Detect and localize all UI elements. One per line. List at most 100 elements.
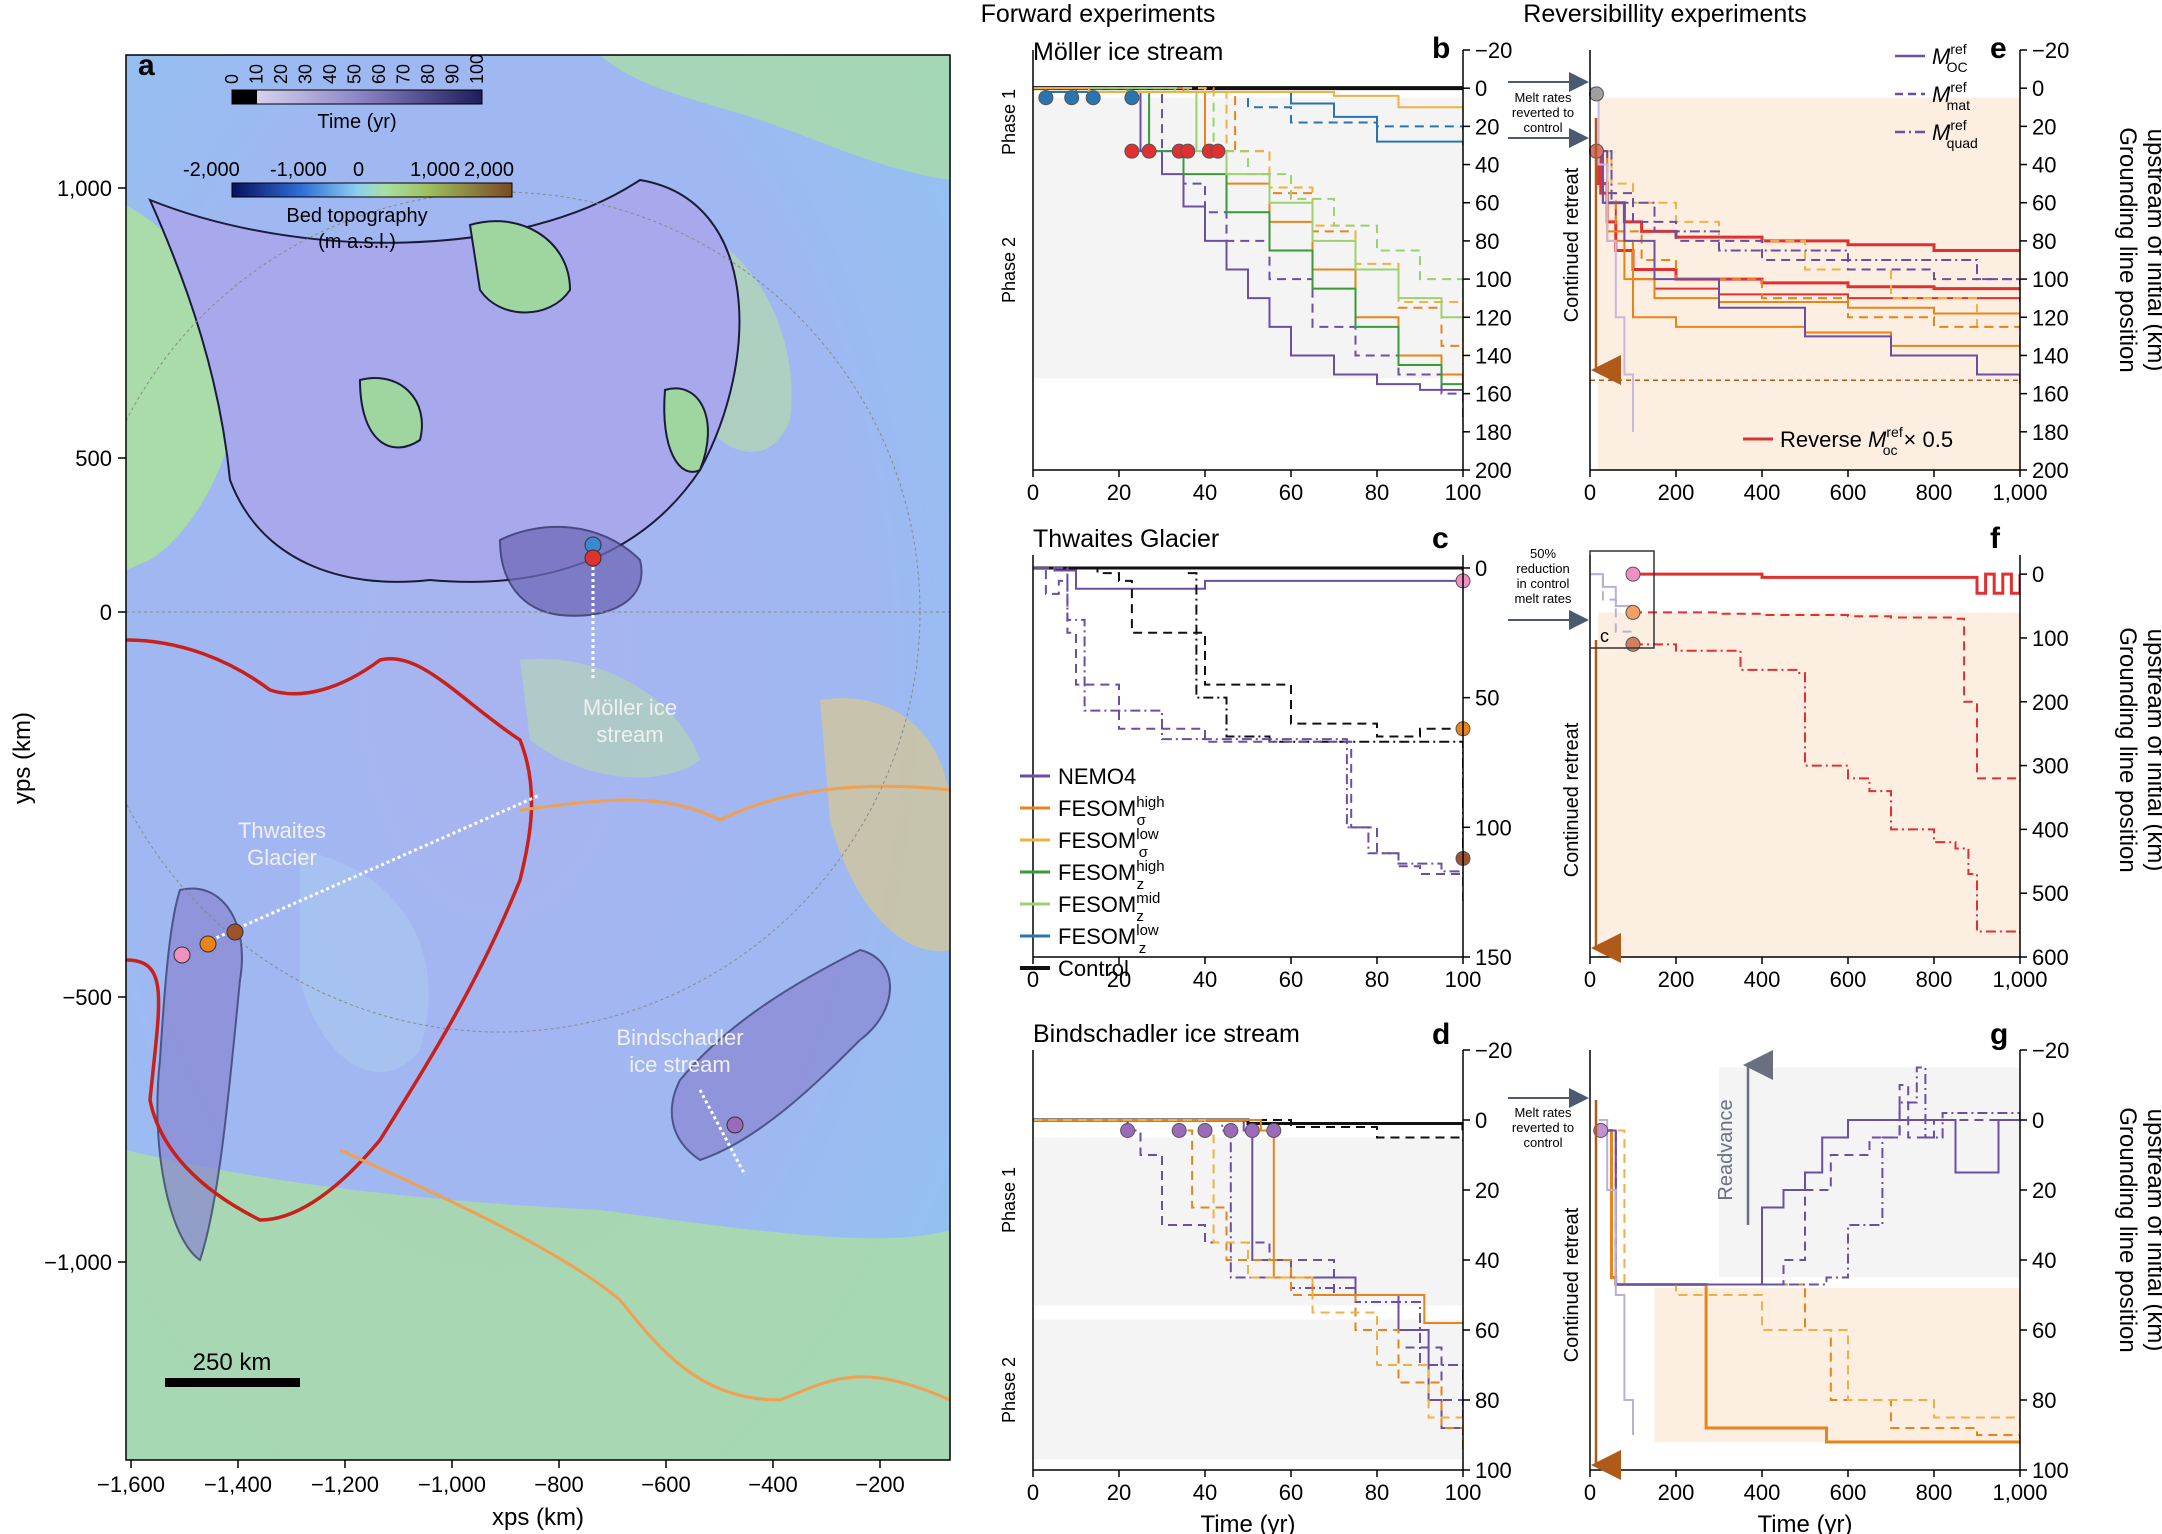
series-line-nemo4 bbox=[1033, 1119, 1463, 1442]
y-tick-label: 400 bbox=[2032, 817, 2069, 842]
right-axis-label-f-2: upstream of initial (km) bbox=[2142, 629, 2162, 872]
moller-retreat-zone bbox=[498, 525, 643, 617]
moller-marker-red bbox=[584, 549, 602, 567]
y-tick-label: 180 bbox=[2032, 420, 2069, 445]
thwaites-marker-pink bbox=[173, 946, 191, 964]
ice-rise-1 bbox=[468, 220, 572, 314]
time-colorbar-tick: 100 bbox=[467, 54, 487, 84]
series-line-nemo4 bbox=[1590, 150, 2020, 385]
bed-colorbar-bar bbox=[231, 182, 513, 198]
inset-box-f bbox=[1589, 550, 1655, 649]
label-moller-1: Möller ice bbox=[583, 695, 677, 720]
bed-colorbar: -2,000 -1,000 0 1,000 2,000 Bed topograp… bbox=[183, 159, 514, 253]
x-axis-label: Time (yr) bbox=[1757, 1511, 1852, 1534]
land-top-right bbox=[600, 55, 950, 180]
map-ytick-label: 0 bbox=[100, 600, 112, 625]
series-line-fesom_z_mid bbox=[1590, 87, 1634, 432]
x-tick-label: 200 bbox=[1658, 967, 1695, 992]
series-group bbox=[1590, 87, 2020, 432]
bed-tick-4: 2,000 bbox=[464, 159, 514, 181]
continued-retreat-f: Continued retreat bbox=[1561, 722, 1583, 877]
y-tick-label: 60 bbox=[2032, 191, 2056, 216]
x-tick-label: 0 bbox=[1027, 1480, 1039, 1505]
time-colorbar-label: Time (yr) bbox=[317, 111, 396, 133]
y-tick-label: 0 bbox=[1475, 556, 1487, 581]
map-xtick-label: −200 bbox=[855, 1472, 905, 1497]
series-line-nemo4 bbox=[1033, 566, 1463, 906]
series-marker bbox=[1588, 86, 1604, 102]
y-tick-label: 160 bbox=[2032, 382, 2069, 407]
series-group bbox=[1590, 572, 2020, 935]
x-tick-label: 80 bbox=[1365, 480, 1389, 505]
retreat-band bbox=[1598, 612, 2020, 957]
x-tick-label: 0 bbox=[1027, 967, 1039, 992]
y-tick-label: 150 bbox=[1475, 945, 1512, 970]
reduction-3: in control bbox=[1517, 576, 1570, 591]
map-xtick-label: −600 bbox=[641, 1472, 691, 1497]
land-right bbox=[820, 698, 950, 952]
phase2-d: Phase 2 bbox=[999, 1357, 1019, 1423]
phase-band-1 bbox=[1033, 1137, 1463, 1306]
panel-letter-c: c bbox=[1432, 522, 1449, 555]
series-line-fesom_z_high bbox=[1033, 87, 1463, 394]
panel-letter-b: b bbox=[1432, 32, 1450, 65]
map-xlabel: xps (km) bbox=[492, 1504, 584, 1531]
series-marker bbox=[1180, 143, 1196, 159]
legend-fesom-sigma-low: FESOMlow σ bbox=[1058, 826, 1159, 861]
x-tick-label: 800 bbox=[1916, 480, 1953, 505]
graticule-circle bbox=[126, 191, 921, 1033]
series-line-fesom_z_mid bbox=[1033, 87, 1463, 302]
x-tick-label: 0 bbox=[1584, 1480, 1596, 1505]
map-xtick-label: −1,000 bbox=[418, 1472, 486, 1497]
panel-e: 0 200 400 600 800 1,000 −20 0 20 40 60 80 100 120 140 1… bbox=[1584, 32, 2069, 505]
series-line-fesom_sigma_high bbox=[1033, 1119, 1463, 1453]
panel-f: 0 200 400 600 800 1,000 0 100 200 300 400 500 600 f bbox=[1584, 522, 2069, 992]
label-thwaites-2: Glacier bbox=[247, 845, 317, 870]
y-tick-label: 160 bbox=[1475, 382, 1512, 407]
panel-d: 0 20 40 60 80 100 −20 0 20 40 60 80 100 Bindschadler … bbox=[1027, 1018, 1512, 1534]
legend-control: Control bbox=[1058, 956, 1129, 981]
phase-band-2 bbox=[1033, 155, 1463, 379]
x-tick-label: 20 bbox=[1107, 967, 1131, 992]
ice-rise-3 bbox=[663, 387, 709, 473]
time-colorbar-tick: 10 bbox=[247, 64, 267, 84]
y-tick-label: 200 bbox=[2032, 458, 2069, 483]
series-line-fesom_z_low bbox=[1033, 87, 1463, 131]
legend-fesom-sigma-high: FESOMhigh σ bbox=[1058, 794, 1165, 829]
right-axis-label-f: Grounding line position upstream of init… bbox=[2114, 627, 2162, 873]
reduction-2: reduction bbox=[1516, 561, 1569, 576]
map-xtick-label: −800 bbox=[534, 1472, 584, 1497]
bed-tick-3: 1,000 bbox=[410, 159, 460, 181]
y-tick-label: 40 bbox=[2032, 153, 2056, 178]
panel-title: Bindschadler ice stream bbox=[1033, 1020, 1300, 1048]
series-marker bbox=[1085, 90, 1101, 106]
y-tick-label: 50 bbox=[1475, 686, 1499, 711]
time-colorbar-tick: 0 bbox=[222, 74, 242, 84]
x-tick-label: 80 bbox=[1365, 967, 1389, 992]
y-tick-label: 20 bbox=[1475, 1178, 1499, 1203]
panel-a-map: a 0 10 20 30 40 50 60 70 80 90 100 Time (yr) -2,00… bbox=[9, 49, 951, 1531]
x-tick-label: 40 bbox=[1193, 1480, 1217, 1505]
series-line-nemo4 bbox=[1590, 573, 1634, 613]
series-marker bbox=[1124, 90, 1140, 106]
map-xtick-label: −400 bbox=[748, 1472, 798, 1497]
panel-title: Thwaites Glacier bbox=[1033, 525, 1219, 553]
right-axis-label-e: Grounding line position upstream of init… bbox=[2114, 127, 2162, 373]
x-tick-label: 200 bbox=[1658, 1480, 1695, 1505]
series-line-nemo4 bbox=[1033, 87, 1463, 423]
bed-tick-0: -2,000 bbox=[183, 159, 240, 181]
ice-rise-2 bbox=[358, 377, 423, 449]
series-line-nemo4 bbox=[1590, 150, 2020, 285]
land-bottom bbox=[126, 1150, 950, 1460]
map-ylabel: yps (km) bbox=[9, 712, 36, 804]
series-marker bbox=[1038, 90, 1054, 106]
land-mid bbox=[300, 850, 429, 1073]
y-tick-label: 20 bbox=[1475, 114, 1499, 139]
bindschadler-marker bbox=[726, 1116, 744, 1134]
series-line-nemo4 bbox=[1590, 573, 1634, 645]
series-group bbox=[1033, 566, 1463, 906]
bed-colorbar-label-2: (m a.s.l.) bbox=[318, 231, 396, 253]
thwaites-marker-brown bbox=[226, 923, 244, 941]
label-bindschadler-1: Bindschadler bbox=[616, 1025, 743, 1050]
